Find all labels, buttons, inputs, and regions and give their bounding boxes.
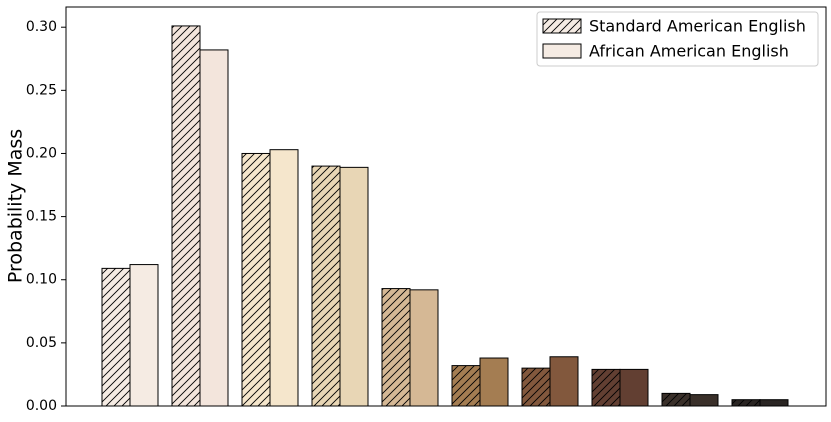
bar: [759, 399, 789, 407]
bar: [311, 165, 341, 407]
bar: [269, 149, 299, 407]
bar: [731, 399, 761, 407]
y-tick-label: 0.10: [26, 272, 57, 288]
bar: [339, 166, 369, 407]
y-tick-label: 0.20: [26, 145, 57, 161]
bar: [549, 356, 579, 407]
legend-label: African American English: [589, 42, 789, 61]
y-tick-label: 0.00: [26, 398, 57, 414]
legend-box: [536, 11, 819, 67]
bar: [409, 289, 439, 407]
y-axis-label: Probability Mass: [5, 129, 27, 283]
y-tick-label: 0.05: [26, 335, 57, 351]
bar: [619, 368, 649, 407]
bar: [381, 288, 411, 407]
bar: [241, 152, 271, 407]
bar: [591, 368, 621, 407]
bar: [661, 392, 691, 407]
bar: [171, 25, 201, 407]
legend-swatch: [542, 18, 582, 34]
bar: [521, 367, 551, 407]
bar: [129, 264, 159, 407]
y-tick-label: 0.25: [26, 82, 57, 98]
bar: [451, 365, 481, 407]
y-tick-label: 0.30: [26, 19, 57, 35]
bar: [479, 357, 509, 407]
y-tick-label: 0.15: [26, 209, 57, 225]
bar: [689, 394, 719, 407]
legend-swatch: [542, 43, 582, 59]
plot-frame: [65, 6, 827, 407]
bar: [101, 267, 131, 407]
legend-label: Standard American English: [589, 17, 806, 36]
bar: [199, 49, 229, 407]
